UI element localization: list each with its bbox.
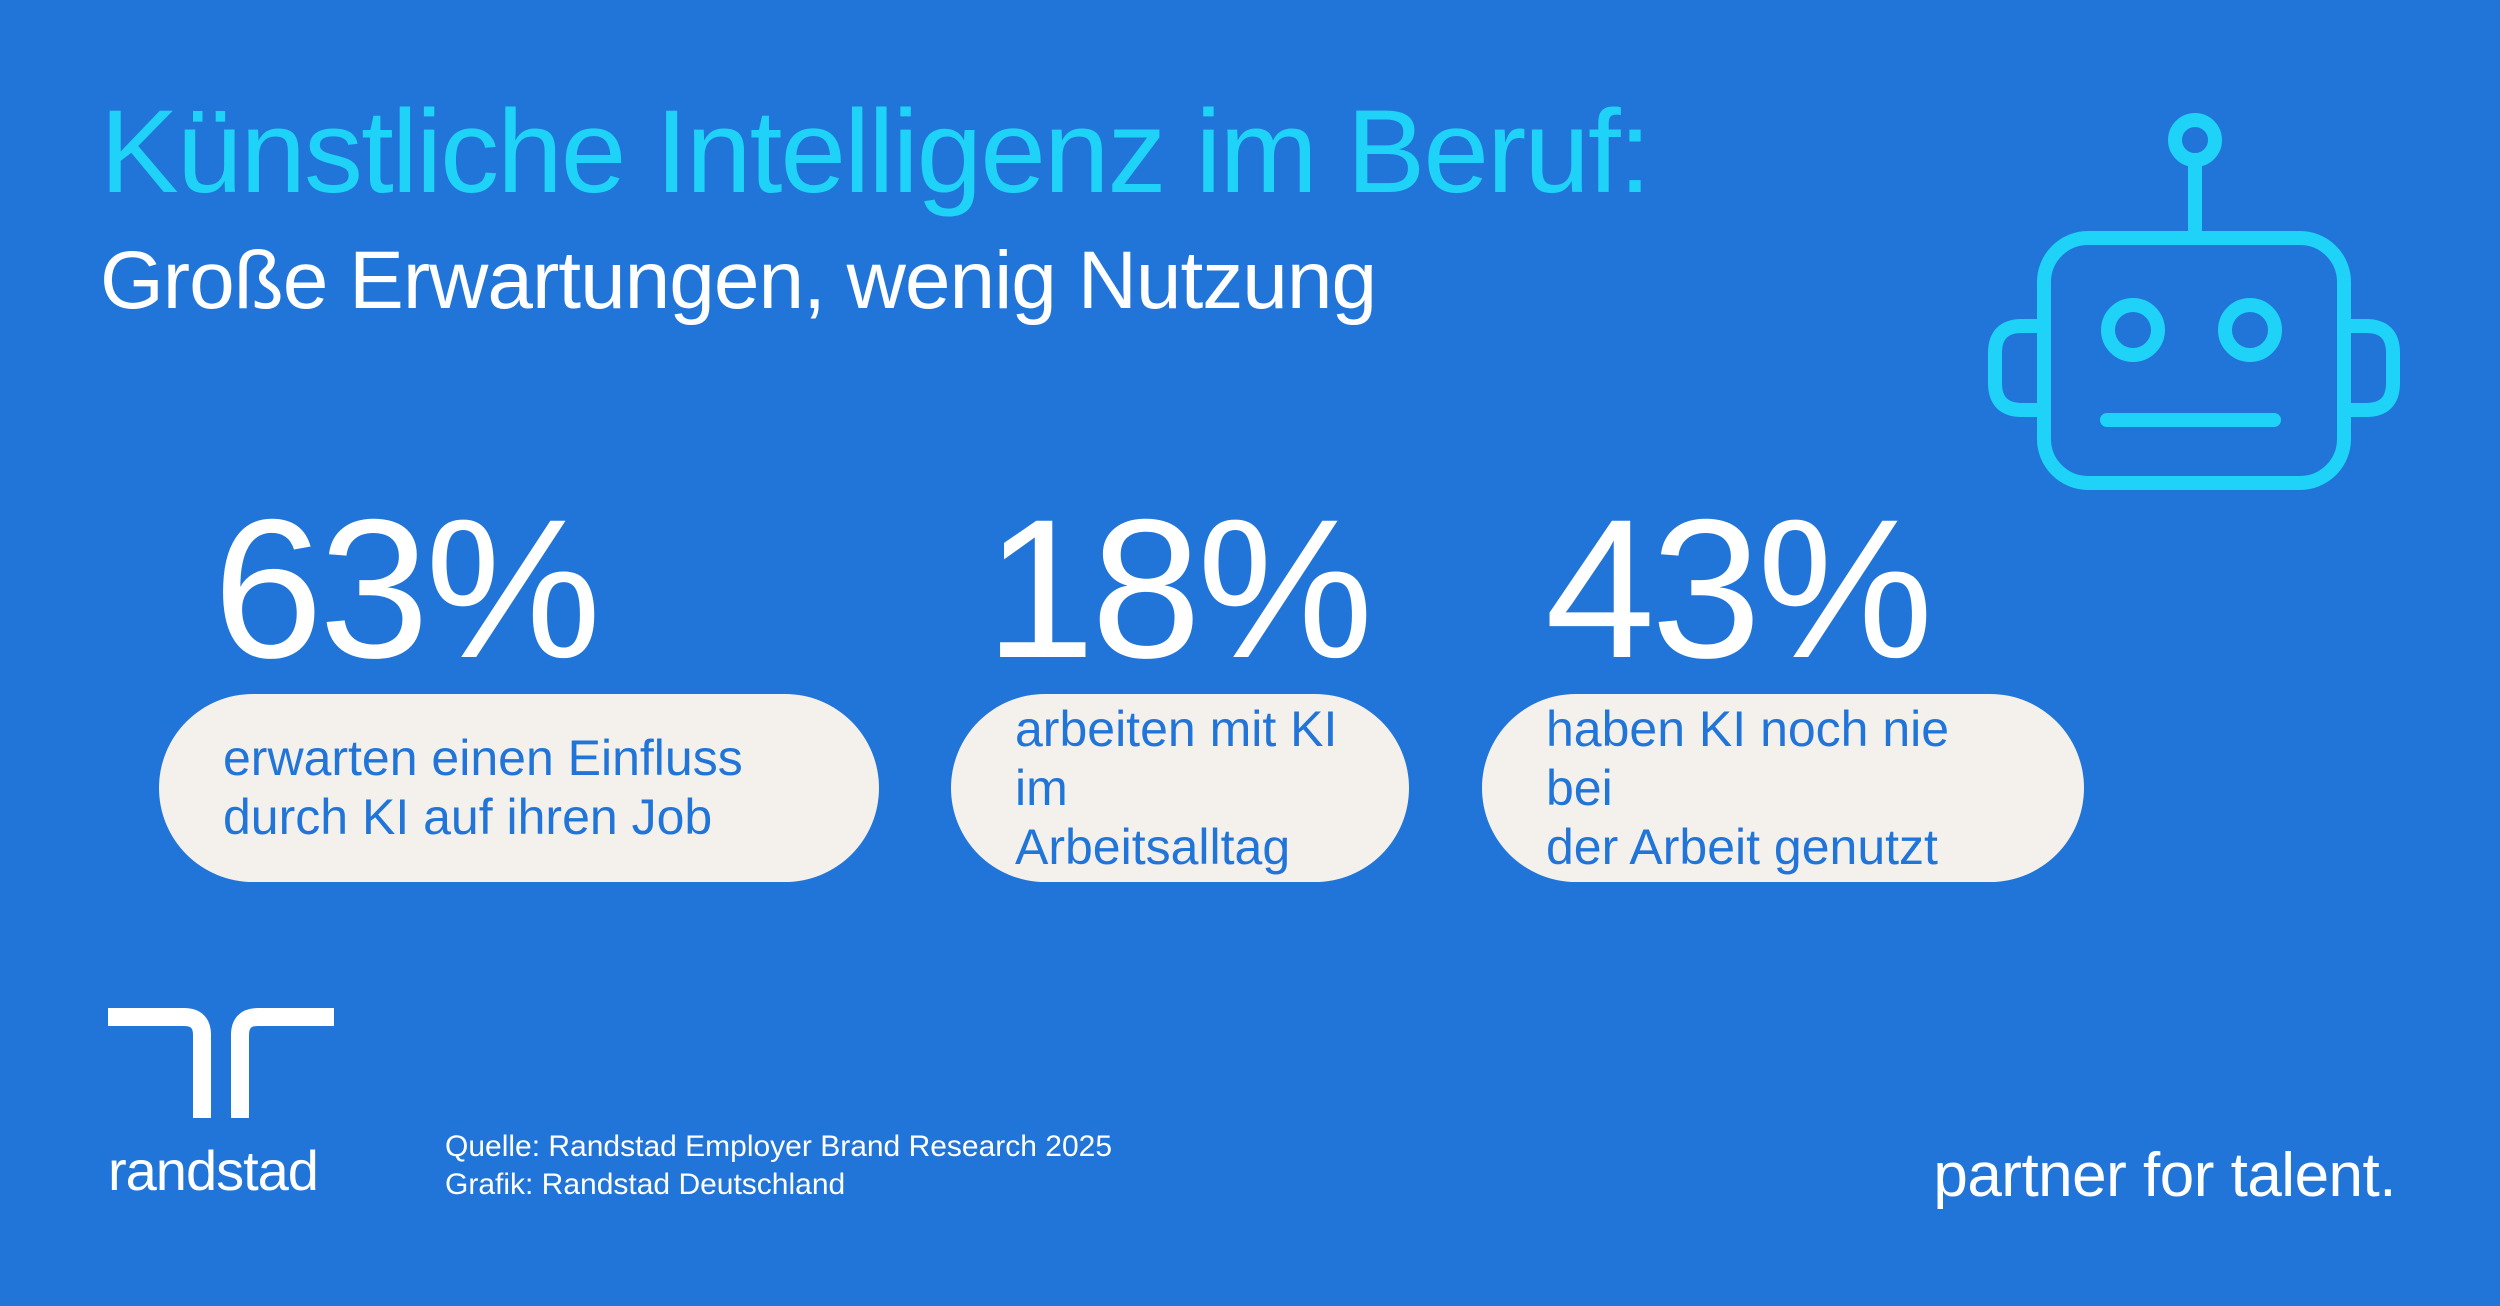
- robot-head: [2037, 231, 2351, 490]
- stat-value-1: 63%: [213, 478, 601, 699]
- source-line: Quelle: Randstad Employer Brand Research…: [445, 1130, 1113, 1163]
- source-note: Quelle: Randstad Employer Brand Research…: [445, 1128, 1112, 1203]
- logo-wordmark: randstad: [108, 1139, 319, 1202]
- stat-label-1: erwarten einen Einfluss durch KI auf ihr…: [223, 730, 743, 845]
- robot-left-eye: [2101, 298, 2165, 362]
- robot-icon: [1988, 113, 2400, 490]
- page-title: Künstliche Intelligenz im Beruf:: [100, 86, 1651, 218]
- randstad-logo-icon: [108, 1008, 334, 1118]
- stat-label-3: haben KI noch nie bei der Arbeit genutzt: [1546, 700, 1950, 875]
- stat-pill-1: erwarten einen Einfluss durch KI auf ihr…: [159, 694, 879, 882]
- robot-right-ear: [2344, 319, 2400, 417]
- stat-pill-3: haben KI noch nie bei der Arbeit genutzt: [1482, 694, 2084, 882]
- stat-pill-2: arbeiten mit KI im Arbeitsalltag: [951, 694, 1409, 882]
- graphic-credit: Grafik: Randstad Deutschland: [445, 1167, 846, 1201]
- page-subtitle: Große Erwartungen, wenig Nutzung: [100, 235, 1377, 326]
- stat-value-3: 43%: [1545, 478, 1933, 699]
- robot-left-ear: [1988, 319, 2044, 417]
- robot-antenna-tip: [2168, 113, 2222, 167]
- stat-value-2: 18%: [985, 478, 1373, 699]
- stat-label-2: arbeiten mit KI im Arbeitsalltag: [1015, 700, 1338, 875]
- robot-right-eye: [2218, 298, 2282, 362]
- tagline: partner for talent.: [1933, 1141, 2396, 1210]
